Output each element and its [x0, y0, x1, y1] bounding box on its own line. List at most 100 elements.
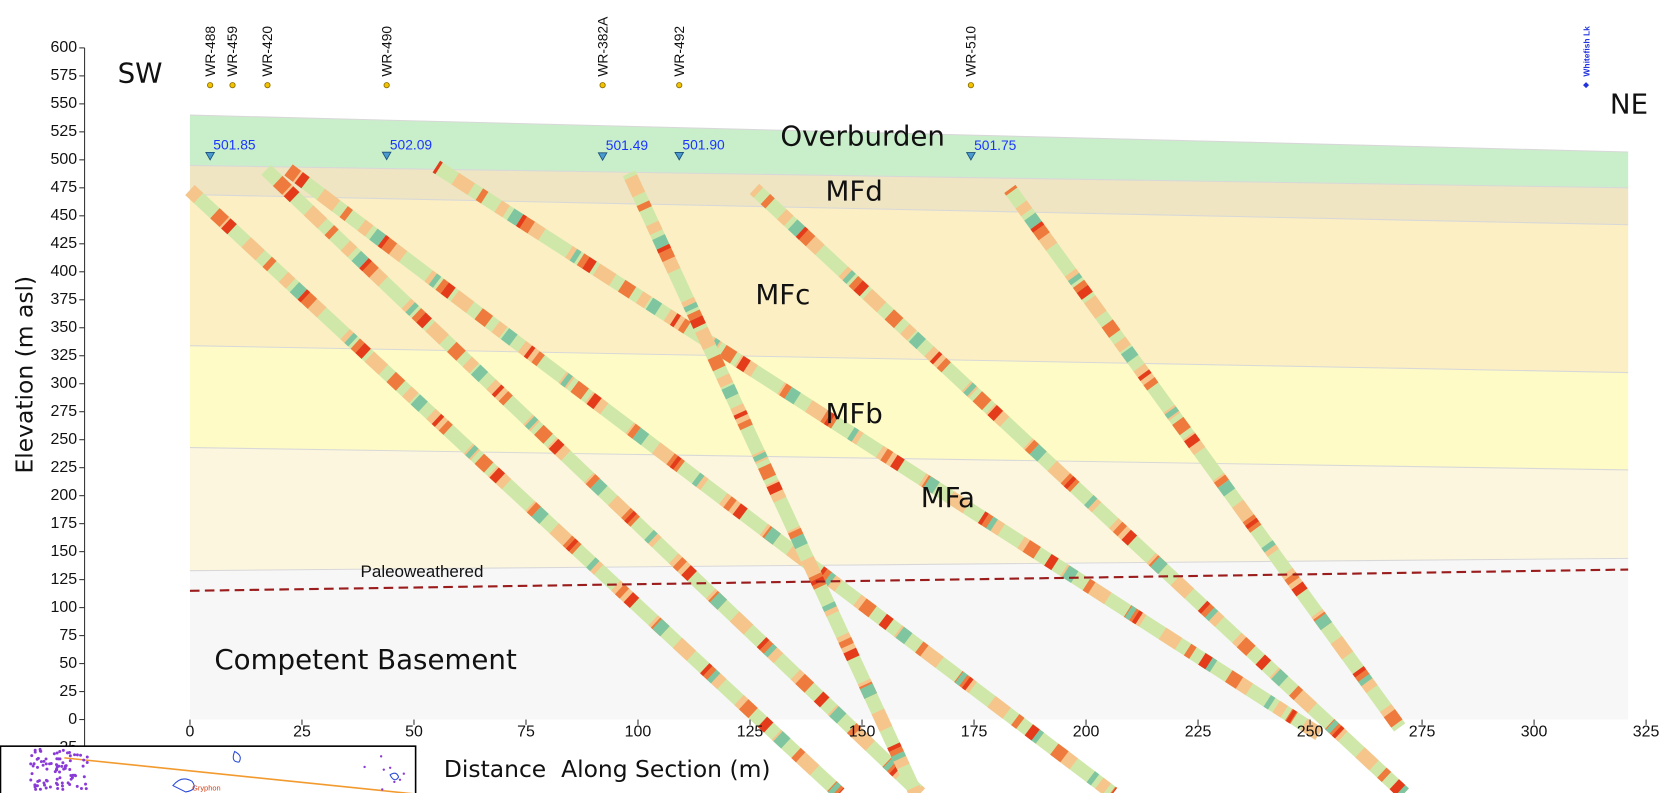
- borehole-collar: [229, 82, 236, 89]
- borehole-collar: [264, 82, 271, 89]
- layer: [189, 115, 1629, 188]
- drillhole-dot: [54, 767, 58, 771]
- drillhole-dot: [33, 750, 37, 754]
- paleo-label: Paleoweathered: [361, 562, 484, 581]
- y-tick-label: 150: [51, 543, 78, 560]
- layer-label: Overburden: [780, 119, 945, 152]
- y-tick-label: 375: [51, 291, 78, 308]
- drillhole-dot: [55, 763, 58, 767]
- y-axis-title: Elevation (m asl): [11, 276, 39, 474]
- inset-map: Gryphon: [0, 745, 417, 798]
- drillhole-dot: [68, 754, 72, 758]
- borehole-collar: [207, 82, 214, 89]
- y-tick-label: 525: [51, 123, 78, 140]
- drillhole-dot: [388, 766, 392, 769]
- layer-label: MFa: [921, 481, 975, 514]
- drillhole-dot: [85, 755, 89, 759]
- drillhole-dot: [82, 775, 86, 779]
- drillhole-dot: [393, 780, 396, 784]
- y-tick-label: 25: [59, 683, 77, 700]
- y-tick-label: 400: [51, 263, 78, 280]
- layer-boundary: [189, 114, 1629, 153]
- drillhole-dot: [48, 785, 52, 789]
- drillhole-dot: [66, 781, 70, 785]
- drillhole-dot: [44, 786, 48, 790]
- y-tick-label: 350: [51, 319, 78, 336]
- drillhole-dot: [52, 752, 56, 756]
- y-tick-label: 325: [51, 347, 78, 364]
- water-level-label: 501.49: [606, 137, 649, 153]
- drillhole-dot: [58, 770, 62, 774]
- layer-label: MFb: [825, 397, 882, 430]
- drillhole-dot: [70, 776, 74, 780]
- drillhole-dot: [60, 781, 64, 785]
- x-tick-label: 50: [405, 724, 423, 741]
- overlay: -250255075100125150175200225250275300325…: [51, 16, 1660, 756]
- water-level-marker: [965, 152, 976, 161]
- drillhole-dot: [45, 767, 49, 771]
- drillhole-dot: [34, 787, 38, 791]
- drillhole-dot: [68, 768, 72, 772]
- side-label: NE: [1610, 87, 1648, 120]
- drillhole-dot: [65, 751, 69, 755]
- traces: [185, 160, 1629, 798]
- borehole-trace: [432, 160, 1323, 740]
- y-tick-label: 275: [51, 403, 78, 420]
- borehole-label: WR-490: [378, 26, 394, 77]
- drillhole-dot: [60, 764, 64, 768]
- section-line: [64, 757, 416, 795]
- y-tick-label: 250: [51, 431, 78, 448]
- water-level-label: 502.09: [390, 136, 433, 152]
- drillhole-dot: [42, 781, 46, 785]
- drillhole-cluster: [29, 747, 405, 791]
- drillhole-dot: [82, 758, 86, 762]
- water-level-marker: [674, 151, 685, 161]
- drillhole-dot: [55, 783, 59, 787]
- y-tick-label: 450: [51, 207, 78, 224]
- drillhole-dot: [68, 759, 72, 763]
- drillhole-dot: [38, 747, 42, 751]
- drillhole-dot: [363, 765, 366, 769]
- lake-outline: [232, 750, 241, 763]
- side-label: SW: [118, 57, 163, 90]
- y-tick-label: 550: [51, 95, 78, 112]
- drillhole-dot: [75, 784, 79, 788]
- y-tick-label: 475: [51, 179, 78, 196]
- y-tick-label: 600: [51, 39, 78, 56]
- y-tick-label: 100: [51, 599, 78, 616]
- drillhole-dot: [81, 764, 85, 768]
- water-level-marker: [205, 152, 216, 161]
- drillhole-dot: [402, 772, 405, 775]
- drillhole-dot: [382, 768, 385, 771]
- layer-boundary: [189, 194, 1629, 226]
- x-tick-label: 100: [625, 724, 652, 741]
- drillhole-dot: [44, 757, 48, 761]
- layer-boundary: [189, 557, 1629, 572]
- drillhole-dot: [36, 779, 40, 783]
- x-tick-label: 325: [1633, 724, 1660, 741]
- borehole-label: Whitefish Lk: [1581, 26, 1591, 77]
- drillhole-dot: [79, 787, 83, 791]
- drillhole-dot: [85, 761, 89, 764]
- drillhole-dot: [30, 754, 34, 758]
- borehole-trace: [185, 184, 845, 798]
- drillhole-dot: [29, 778, 33, 782]
- drillhole-dot: [55, 777, 59, 781]
- y-tick-label: 575: [51, 67, 78, 84]
- borehole-trace: [1004, 184, 1406, 732]
- borehole-trace: [432, 160, 1323, 740]
- layer-boundary: [189, 164, 1629, 189]
- drillhole-dot: [58, 749, 62, 753]
- y-tick-label: 500: [51, 151, 78, 168]
- lake-outline: [389, 772, 400, 781]
- drillhole-dot: [29, 762, 33, 766]
- x-tick-label: 200: [1073, 724, 1100, 741]
- drillhole-dot: [36, 756, 40, 760]
- borehole-trace: [749, 183, 1409, 798]
- drillhole-dot: [61, 761, 65, 765]
- lake-outline: [172, 778, 195, 793]
- y-tick-label: 75: [59, 627, 77, 644]
- drillhole-dot: [63, 766, 67, 770]
- drillhole-dot: [41, 763, 45, 767]
